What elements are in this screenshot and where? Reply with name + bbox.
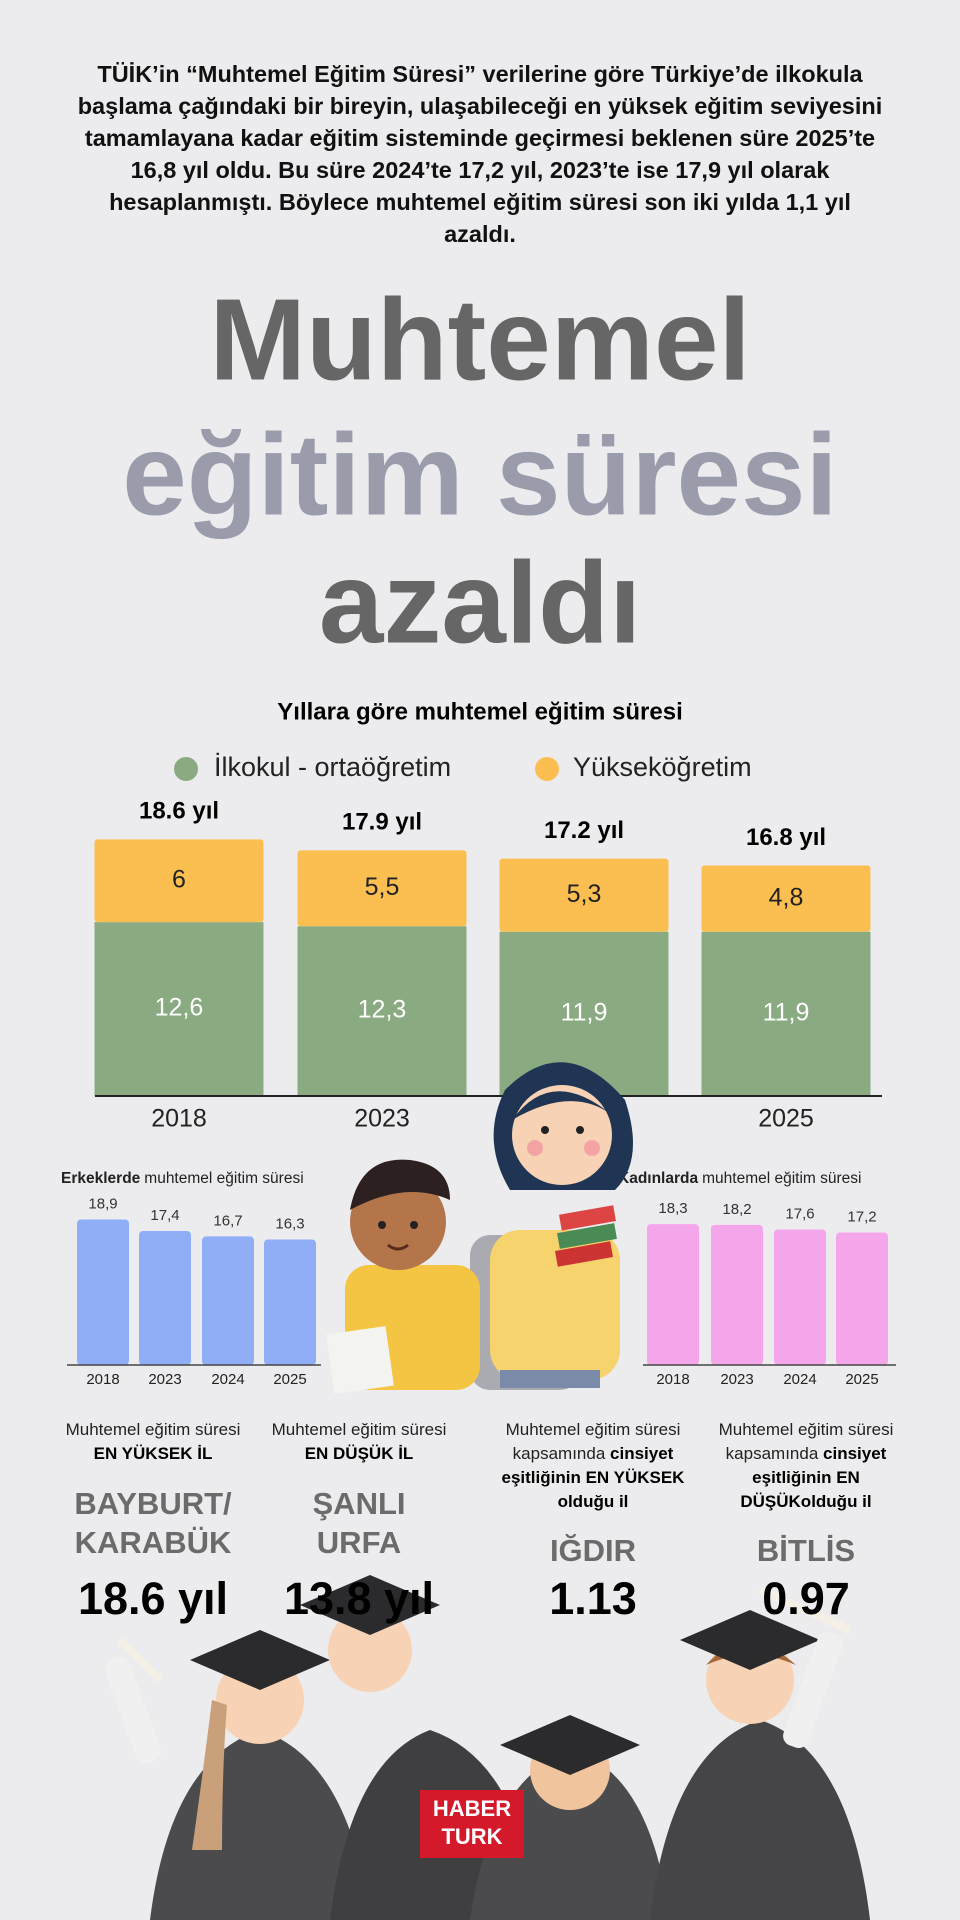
value-label: 6 — [172, 865, 186, 893]
stat-description-part: EN DÜŞÜK İL — [304, 1444, 414, 1463]
stat-description: Muhtemel eğitim süresi kapsamında cinsiy… — [706, 1418, 906, 1514]
stat-description-part: cinsiyet eşitliğinin EN YÜKSEK olduğu il — [501, 1444, 685, 1511]
students-illustration — [326, 1062, 633, 1394]
value-label: 12,6 — [155, 994, 204, 1022]
x-tick-label: 2025 — [758, 1105, 814, 1133]
bar-segment — [701, 931, 871, 1096]
logo-box — [420, 1790, 524, 1858]
value-label: 4,8 — [769, 883, 804, 911]
value-label: 12,3 — [358, 996, 407, 1024]
value-label: 11,9 — [763, 998, 810, 1026]
bar-segment — [297, 926, 467, 1096]
stat-description: Muhtemel eğitim süresi EN DÜŞÜK İL — [259, 1418, 459, 1466]
chart-title-bold: Erkeklerde — [61, 1170, 141, 1187]
chart-title-rest: muhtemel eğitim süresi — [144, 1170, 303, 1187]
legend-label: İlkokul - ortaöğretim — [214, 751, 451, 782]
chart-title-bold: Kadınlarda — [618, 1170, 698, 1187]
logo: HABER TURK — [420, 1790, 524, 1858]
stat-description-part: cinsiyet eşitliğinin EN DÜŞÜKolduğu il — [740, 1444, 887, 1511]
total-label: 18.6 yıl — [139, 798, 219, 825]
bar-segment — [701, 865, 871, 932]
bar-segment — [297, 850, 467, 927]
value-label: 17,2 — [847, 1209, 876, 1226]
total-label: 17.2 yıl — [544, 817, 624, 844]
chart-title: Erkeklerde muhtemel eğitim süresi — [61, 1170, 304, 1187]
x-tick-label: 2025 — [273, 1371, 306, 1388]
value-label: 18,2 — [722, 1201, 751, 1218]
stat-value: 1.13 — [549, 1573, 637, 1624]
stat-description: Muhtemel eğitim süresi kapsamında cinsiy… — [493, 1418, 693, 1514]
stat-name: IĞDIR — [550, 1533, 636, 1568]
chart-title-rest: muhtemel eğitim süresi — [702, 1170, 861, 1187]
total-label: 16.8 yıl — [746, 824, 826, 851]
x-tick-label: 2024 — [211, 1371, 244, 1388]
value-label: 16,7 — [213, 1212, 242, 1229]
headline: eğitim süresi — [122, 410, 838, 540]
bar — [139, 1231, 191, 1365]
bar-segment — [499, 858, 669, 932]
x-tick-label: 2018 — [86, 1371, 119, 1388]
headline: Muhtemel — [209, 275, 750, 405]
stat-description-part: EN YÜKSEK İL — [93, 1444, 213, 1463]
value-label: 11,9 — [561, 998, 608, 1026]
x-tick-label: 2025 — [845, 1371, 878, 1388]
x-tick-label: 2024 — [783, 1371, 816, 1388]
intro-text: TÜİK’in “Muhtemel Eğitim Süresi” veriler… — [77, 61, 883, 247]
x-tick-label: 2023 — [354, 1105, 410, 1133]
stat-name: BAYBURT/ — [74, 1486, 232, 1521]
stat-description: Muhtemel eğitim süresi EN YÜKSEK İL — [53, 1418, 253, 1466]
bar — [774, 1229, 826, 1365]
legend-label: Yükseköğretim — [573, 752, 752, 782]
stat-name: ŞANLI — [313, 1486, 406, 1521]
logo-text: HABER — [433, 1796, 511, 1821]
chart-title: Yıllara göre muhtemel eğitim süresi — [277, 698, 682, 725]
value-label: 5,3 — [567, 880, 602, 908]
bar-segment — [94, 839, 264, 923]
legend-swatch — [174, 757, 198, 781]
headline: azaldı — [319, 538, 641, 668]
chart-title: Kadınlarda muhtemel eğitim süresi — [618, 1170, 861, 1187]
bar — [647, 1224, 699, 1365]
bar — [202, 1236, 254, 1365]
stat-value: 0.97 — [762, 1573, 850, 1624]
stat-description-part: Muhtemel eğitim süresi — [65, 1420, 241, 1439]
x-tick-label: 2018 — [656, 1371, 689, 1388]
total-label: 17.9 yıl — [342, 809, 422, 836]
stat-description-part: Muhtemel eğitim süresi — [271, 1420, 447, 1439]
stat-name: KARABÜK — [75, 1525, 232, 1560]
value-label: 16,3 — [275, 1215, 304, 1232]
value-label: 5,5 — [365, 873, 400, 901]
bar — [77, 1219, 129, 1365]
graduates-illustration — [104, 1575, 870, 1920]
value-label: 18,3 — [658, 1200, 687, 1217]
logo-text: TURK — [441, 1824, 502, 1849]
bar — [711, 1224, 763, 1365]
legend-swatch — [535, 757, 559, 781]
x-tick-label: 2023 — [148, 1371, 181, 1388]
x-tick-label: 2023 — [720, 1371, 753, 1388]
value-label: 17,4 — [150, 1207, 179, 1224]
stat-value: 18.6 yıl — [78, 1573, 228, 1624]
x-tick-label: 2018 — [151, 1105, 207, 1133]
stat-description-part: Muhtemel eğitim süresi kapsamında — [718, 1420, 894, 1463]
value-label: 18,9 — [88, 1195, 117, 1212]
stat-name: URFA — [317, 1525, 401, 1560]
stat-value: 13.8 yıl — [284, 1573, 434, 1624]
bar — [836, 1232, 888, 1365]
bar-segment — [94, 922, 264, 1096]
bar — [264, 1239, 316, 1365]
stat-description-part: Muhtemel eğitim süresi kapsamında — [505, 1420, 681, 1463]
stat-name: BİTLİS — [757, 1533, 855, 1568]
value-label: 17,6 — [785, 1205, 814, 1222]
